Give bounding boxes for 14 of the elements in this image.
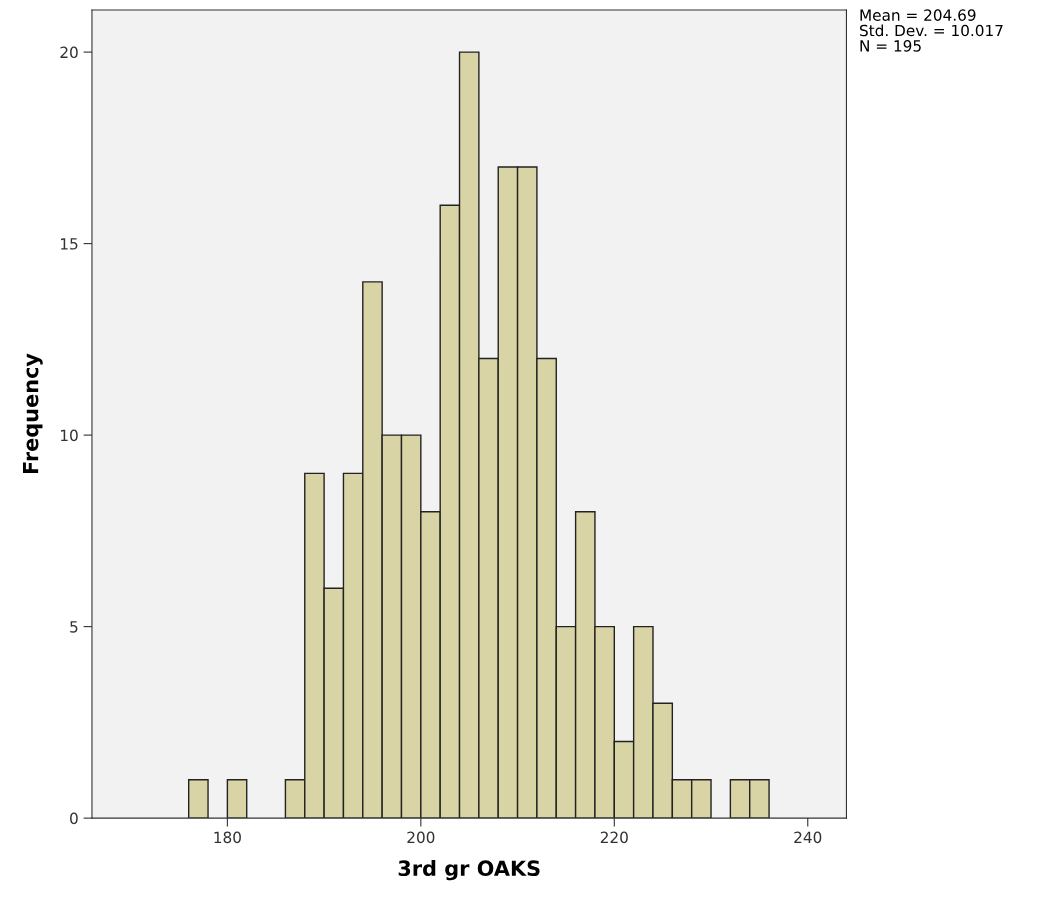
y-tick-label: 20: [60, 46, 78, 59]
x-tick-label: 200: [407, 831, 435, 844]
x-tick-label: 220: [600, 831, 628, 844]
x-tick-label: 180: [214, 831, 241, 844]
y-tick-label: 5: [70, 621, 78, 633]
text: N = 195: [860, 40, 921, 52]
x-axis-title: 3rd gr OAKS: [398, 859, 540, 881]
y-tick-label: 15: [61, 238, 78, 250]
x-tick-label: 240: [794, 831, 822, 844]
y-axis-title: Frequency: [22, 353, 43, 474]
y-tick-label: 0: [70, 812, 78, 825]
text: Mean = 204.69: [860, 9, 976, 21]
text: Std. Dev. = 10.017: [860, 24, 1003, 37]
y-tick-label: 10: [61, 429, 78, 442]
